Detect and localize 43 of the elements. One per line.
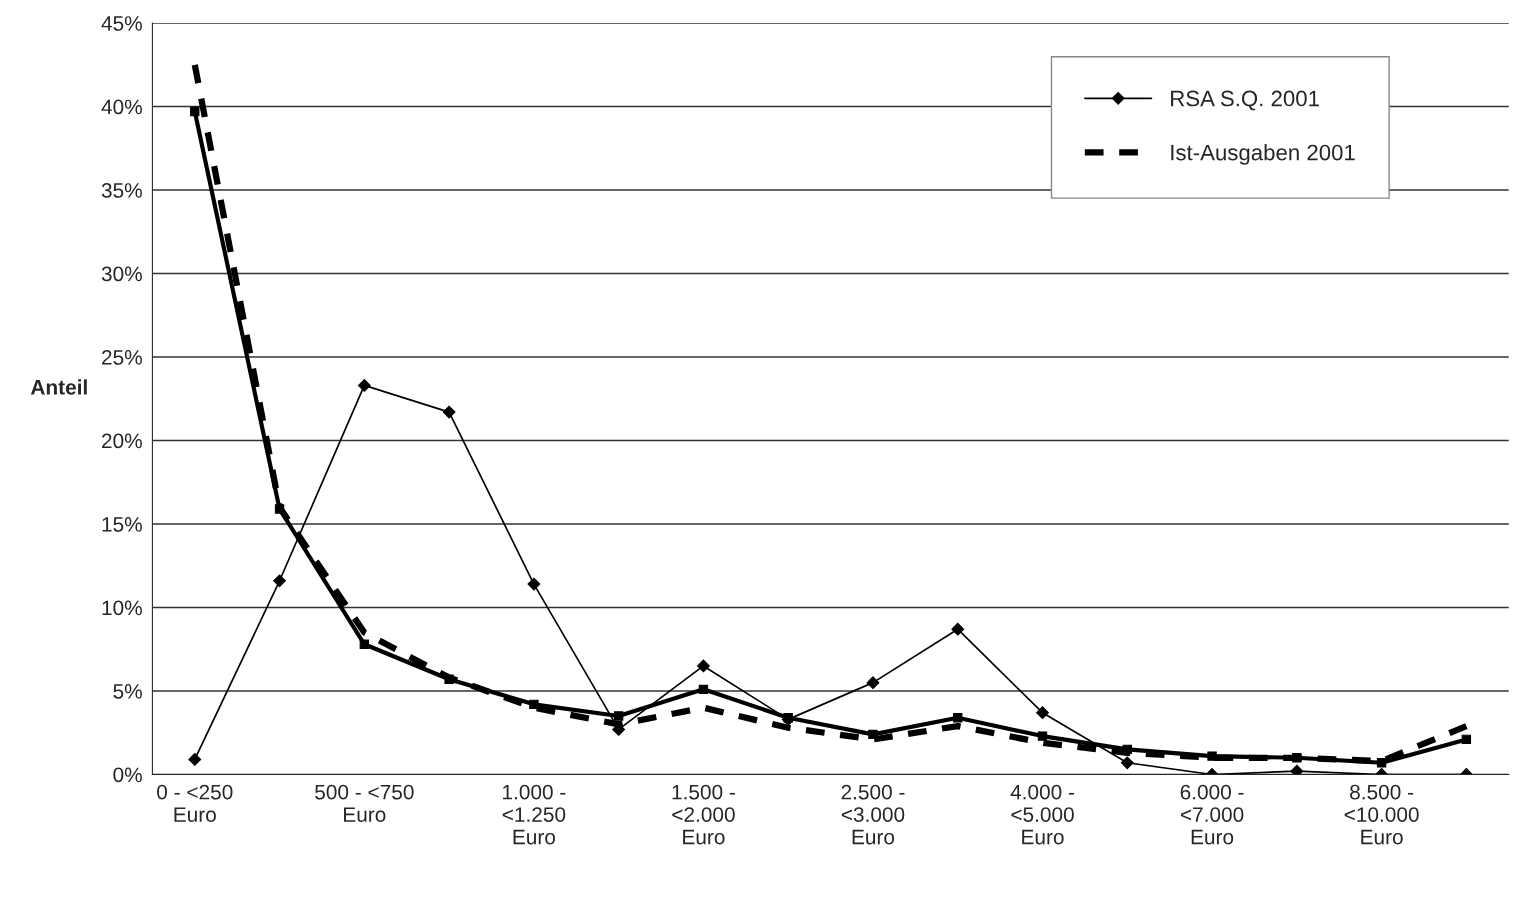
point — [1120, 756, 1134, 770]
point — [529, 699, 539, 710]
point — [273, 574, 286, 588]
point — [697, 659, 710, 673]
y-tick-label: 25% — [102, 350, 142, 365]
y-tick-label: 35% — [101, 183, 142, 198]
y-tick-label: 0% — [113, 767, 142, 783]
point — [868, 729, 878, 740]
point — [1036, 706, 1049, 720]
x-tick-label: 1.000 - <1.250 Euro — [502, 784, 566, 845]
x-tick-label: 6.000 - <7.000 Euro — [1180, 784, 1244, 845]
y-tick-label: 5% — [113, 684, 142, 699]
point — [188, 753, 202, 766]
point — [1290, 764, 1304, 775]
x-tick-label: 8.500 - <10.000 Euro — [1344, 784, 1419, 845]
point — [866, 676, 880, 690]
point — [698, 684, 709, 694]
point — [951, 622, 965, 636]
point — [359, 639, 370, 649]
legend-label: Ist-Ausgaben 2001 — [1171, 144, 1355, 165]
point — [442, 405, 456, 419]
y-tick-label: 40% — [101, 99, 142, 115]
y-tick-label: 30% — [101, 266, 142, 282]
point — [527, 577, 541, 591]
y-axis-title: Anteil — [30, 379, 87, 395]
point — [1037, 731, 1048, 741]
point — [357, 378, 371, 392]
legend-label: RSA S.Q. 2001 — [1171, 90, 1319, 111]
point — [1461, 734, 1472, 745]
x-tick-label: 500 - <750 Euro — [315, 784, 414, 822]
y-tick-label: 45% — [101, 16, 142, 31]
y-tick-label: 15% — [102, 517, 142, 532]
x-tick-label: 4.000 - <5.000 Euro — [1010, 784, 1075, 845]
point — [1376, 758, 1387, 768]
x-tick-label: 2.500 - <3.000 Euro — [841, 784, 905, 845]
point — [190, 106, 200, 117]
point — [1207, 751, 1217, 761]
point — [613, 711, 624, 721]
point — [953, 713, 963, 723]
x-tick-label: 1.500 - <2.000 Euro — [672, 784, 735, 845]
y-tick-label: 20% — [102, 433, 142, 449]
x-tick-label: 0 - <250 Euro — [157, 784, 233, 822]
y-tick-label: 10% — [102, 600, 142, 616]
